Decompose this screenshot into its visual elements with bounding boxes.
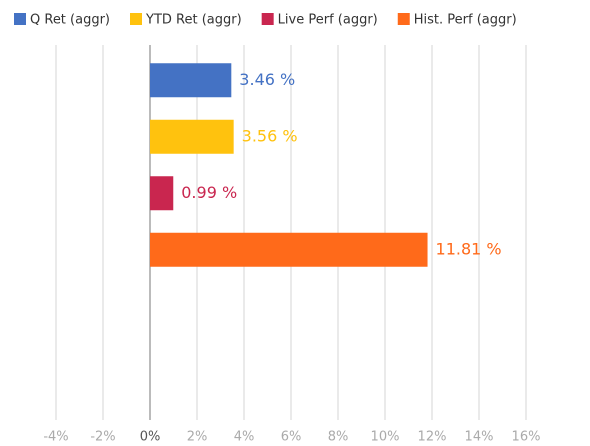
bar xyxy=(150,119,234,154)
legend-swatch xyxy=(261,13,274,25)
x-tick-label: 2% xyxy=(187,430,208,445)
legend-swatch xyxy=(397,13,410,25)
bar xyxy=(150,63,232,98)
x-tick-label: -2% xyxy=(90,430,115,445)
bar xyxy=(150,176,174,211)
legend-label: Hist. Perf (aggr) xyxy=(414,13,517,28)
x-tick-label: 4% xyxy=(234,430,255,445)
legend-swatch xyxy=(14,13,26,25)
data-label: 11.81 % xyxy=(436,239,502,258)
x-tick-label: 14% xyxy=(465,430,494,445)
legend-label: Q Ret (aggr) xyxy=(30,13,110,28)
legend-swatch xyxy=(130,13,142,25)
x-tick-label: 0% xyxy=(140,430,161,445)
x-tick-label: 12% xyxy=(418,430,447,445)
data-label: 3.46 % xyxy=(239,70,295,89)
legend-label: Live Perf (aggr) xyxy=(278,13,378,28)
x-tick-label: 10% xyxy=(371,430,400,445)
x-tick-label: 6% xyxy=(281,430,302,445)
bar xyxy=(150,232,428,267)
data-label: 3.56 % xyxy=(242,126,298,145)
data-label: 0.99 % xyxy=(181,183,237,202)
legend-label: YTD Ret (aggr) xyxy=(145,13,242,28)
x-tick-label: 8% xyxy=(328,430,349,445)
x-tick-label: 16% xyxy=(512,430,541,445)
x-tick-label: -4% xyxy=(43,430,68,445)
